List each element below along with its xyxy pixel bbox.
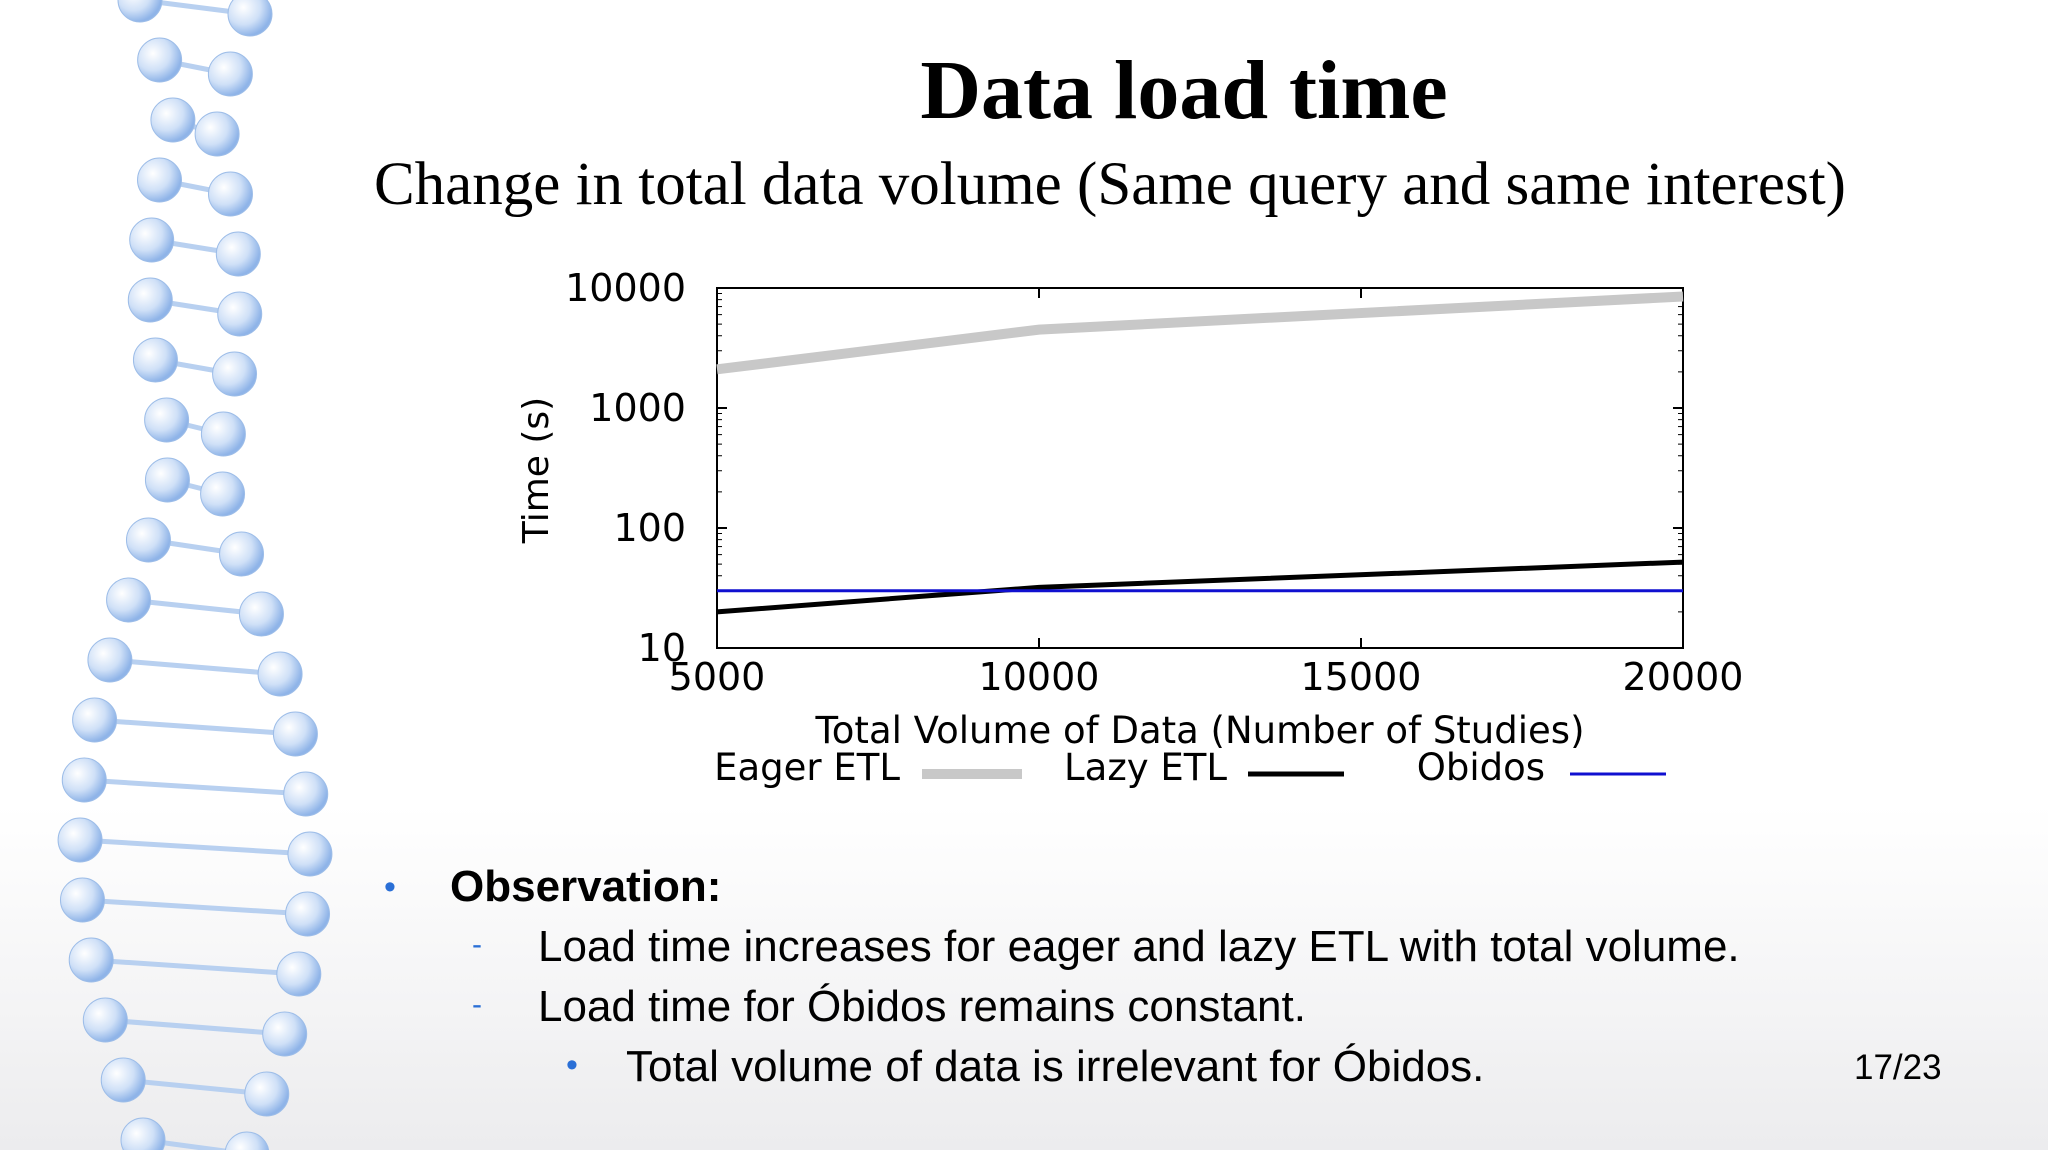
- x-tick-label: 20000: [1623, 655, 1744, 699]
- dna-bead: [217, 291, 263, 337]
- dna-bead: [129, 217, 175, 263]
- dna-bead: [137, 37, 183, 83]
- dna-rung: [94, 717, 296, 737]
- dna-rung: [91, 957, 299, 977]
- dna-bead: [82, 997, 128, 1043]
- dna-bead: [61, 757, 107, 803]
- dna-bead: [238, 591, 284, 637]
- dna-bead: [150, 97, 196, 143]
- dna-bead: [287, 831, 333, 877]
- dna-rung: [122, 1077, 268, 1097]
- x-tick-label: 15000: [1301, 655, 1422, 699]
- dna-bead: [207, 171, 253, 217]
- dna-bead: [244, 1071, 290, 1117]
- dna-rung: [84, 777, 306, 797]
- dna-bead: [100, 1057, 146, 1103]
- observation-subpoint: Total volume of data is irrelevant for Ó…: [626, 1042, 1485, 1091]
- dna-bead: [194, 111, 240, 157]
- dna-rung: [105, 1017, 285, 1037]
- dash-bullet-icon: -: [472, 988, 482, 1021]
- dna-bead: [117, 0, 163, 23]
- dna-bead: [227, 0, 273, 37]
- legend-label-eager-etl: Eager ETL: [714, 746, 900, 789]
- legend-label-obidos: Obidos: [1417, 746, 1545, 789]
- y-tick-labels: 10 100 1000 10000: [565, 266, 686, 670]
- observation-point-2: Load time for Óbidos remains constant.: [538, 982, 1306, 1031]
- x-tick-labels: 5000 10000 15000 20000: [669, 655, 1744, 699]
- series-line-lazy-etl: [716, 559, 1684, 615]
- series-lines: [716, 291, 1684, 615]
- series-line-eager-etl: [716, 291, 1684, 375]
- y-tick-label: 10000: [565, 266, 686, 310]
- dna-helix-decoration: [57, 0, 333, 1150]
- dna-bead: [106, 577, 152, 623]
- dna-rung: [109, 657, 281, 677]
- dna-bead: [285, 891, 331, 937]
- dna-bead: [125, 517, 171, 563]
- plot-area: [716, 287, 1684, 649]
- dna-bead: [59, 877, 105, 923]
- legend-label-lazy-etl: Lazy ETL: [1064, 746, 1227, 789]
- y-tick-label: 1000: [589, 386, 686, 430]
- dna-rung: [79, 837, 311, 857]
- page-number: 17/23: [1854, 1048, 1942, 1087]
- dna-bead: [257, 651, 303, 697]
- dna-bead: [276, 951, 322, 997]
- dna-bead: [262, 1011, 308, 1057]
- dna-bead: [283, 771, 329, 817]
- observation-heading: Observation:: [450, 862, 722, 911]
- x-tick-label: 10000: [979, 655, 1100, 699]
- dna-bead: [68, 937, 114, 983]
- observation-point-1: Load time increases for eager and lazy E…: [538, 922, 1740, 971]
- y-tick-label: 10: [638, 626, 686, 670]
- dna-bead: [144, 397, 190, 443]
- dna-bead: [215, 231, 261, 277]
- dna-bead: [200, 471, 246, 517]
- dna-bead: [272, 711, 318, 757]
- dna-bead: [144, 457, 190, 503]
- dna-bead: [57, 817, 103, 863]
- dna-bead: [224, 1131, 270, 1150]
- dna-bead: [212, 351, 258, 397]
- bullet-dot-icon: •: [566, 1046, 578, 1084]
- legend: Eager ETL Lazy ETL Obidos: [714, 746, 1666, 789]
- dna-bead: [200, 411, 246, 457]
- dna-bead: [120, 1117, 166, 1150]
- dna-bead: [219, 531, 265, 577]
- x-tick-label: 5000: [669, 655, 766, 699]
- y-tick-label: 100: [613, 506, 686, 550]
- dna-bead: [132, 337, 178, 383]
- dash-bullet-icon: -: [472, 928, 482, 961]
- dna-bead: [87, 637, 133, 683]
- bullet-dot-icon: •: [384, 868, 396, 906]
- dna-bead: [72, 697, 118, 743]
- x-axis-label: Total Volume of Data (Number of Studies): [814, 709, 1584, 752]
- slide-title: Data load time: [920, 44, 1448, 137]
- dna-bead: [207, 51, 253, 97]
- dna-bead: [137, 157, 183, 203]
- dna-bead: [127, 277, 173, 323]
- dna-rung: [82, 897, 308, 917]
- y-axis-label: Time (s): [516, 397, 557, 544]
- slide-subtitle: Change in total data volume (Same query …: [373, 151, 1846, 218]
